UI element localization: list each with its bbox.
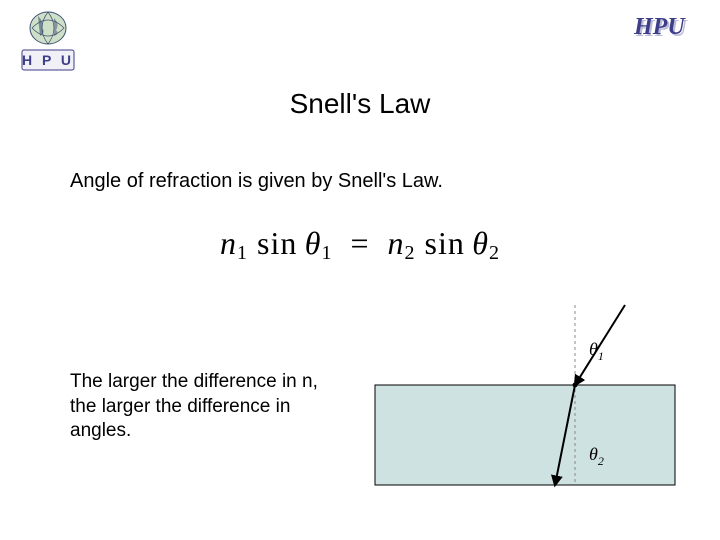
eq-sub2a: 2: [405, 242, 416, 264]
eq-equals: =: [350, 225, 369, 261]
refraction-diagram: θ1θ2: [370, 300, 680, 500]
eq-sin1: sin: [257, 225, 297, 261]
eq-sub2b: 2: [489, 242, 500, 264]
logo-right-text: HPU: [633, 14, 686, 40]
eq-n2: n: [388, 225, 405, 261]
snells-equation: n1 sin θ1 = n2 sin θ2: [0, 225, 720, 265]
page-title: Snell's Law: [0, 88, 720, 120]
eq-sin2: sin: [425, 225, 465, 261]
body-text: The larger the difference in n, the larg…: [70, 370, 330, 444]
logo-left-text: H P U: [22, 52, 74, 68]
eq-n1: n: [220, 225, 237, 261]
logo-right: HPU HPU: [630, 10, 700, 51]
logo-left: H P U: [20, 8, 76, 79]
subtitle: Angle of refraction is given by Snell's …: [70, 170, 443, 193]
eq-sub1a: 1: [237, 242, 248, 264]
eq-sub1b: 1: [321, 242, 332, 264]
eq-theta1: θ: [305, 225, 322, 261]
eq-theta2: θ: [472, 225, 489, 261]
